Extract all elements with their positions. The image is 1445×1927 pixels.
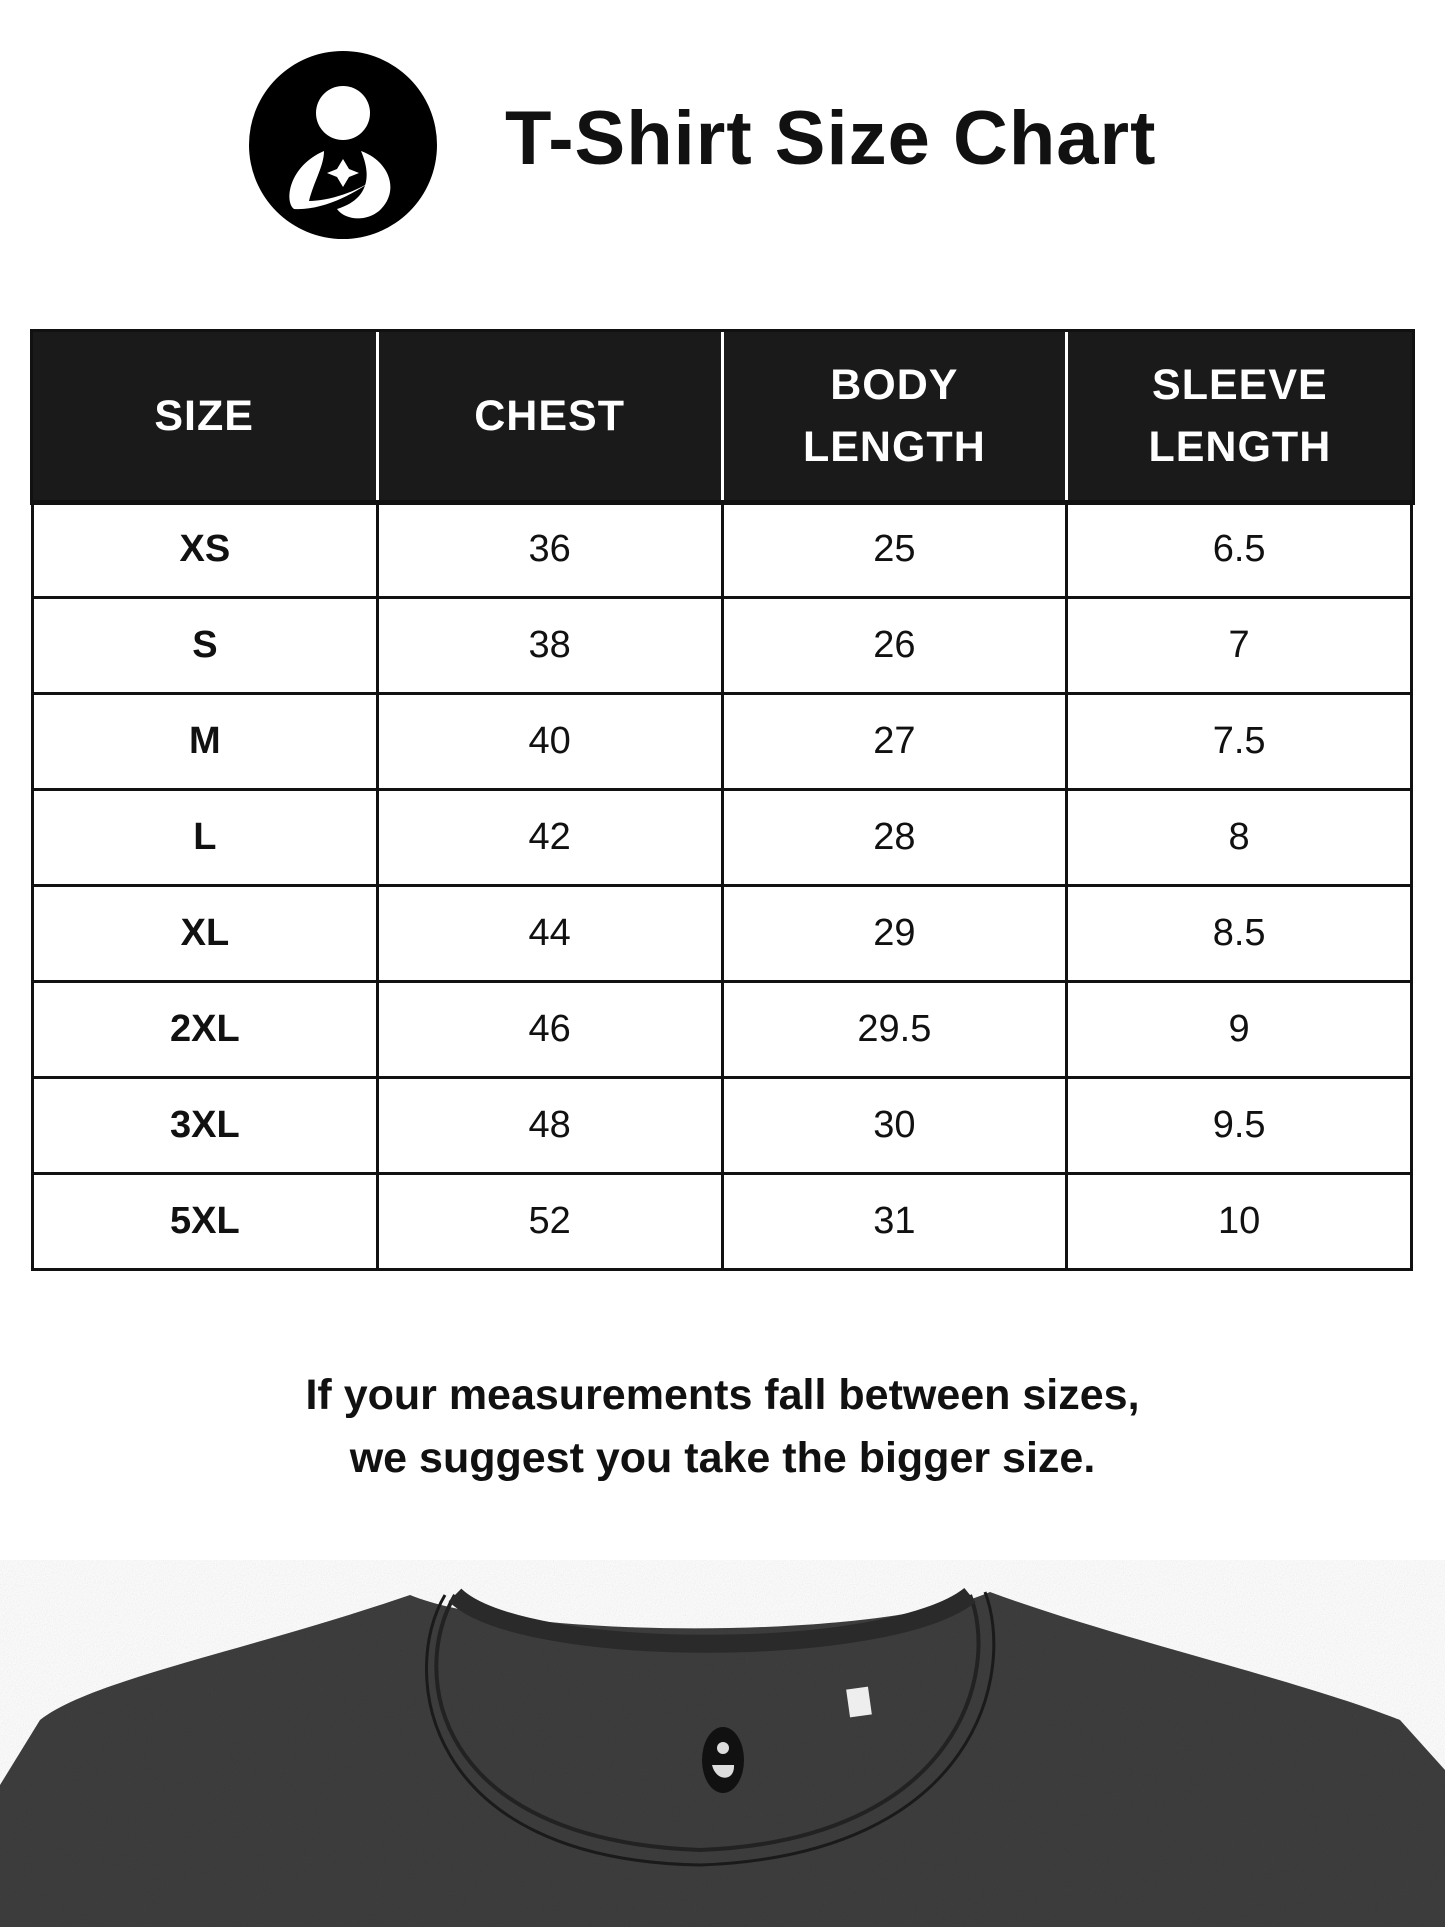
tshirt-photo bbox=[0, 1587, 1445, 1927]
page-title: T-Shirt Size Chart bbox=[505, 96, 1157, 181]
column-header-size: SIZE bbox=[32, 332, 379, 503]
cell-sleeve-length: 7.5 bbox=[1065, 692, 1413, 791]
cell-sleeve-length: 8.5 bbox=[1065, 884, 1413, 983]
cell-size: XL bbox=[31, 884, 379, 983]
column-header-sleeve-length: SLEEVE LENGTH bbox=[1066, 332, 1412, 503]
table-row: 5XL 52 31 10 bbox=[31, 1172, 1413, 1271]
cell-size: 5XL bbox=[31, 1172, 379, 1271]
table-row: M 40 27 7.5 bbox=[31, 692, 1413, 791]
cell-sleeve-length: 9 bbox=[1065, 980, 1413, 1079]
cell-chest: 40 bbox=[375, 692, 724, 791]
table-row: XL 44 29 8.5 bbox=[31, 884, 1413, 983]
table-row: 3XL 48 30 9.5 bbox=[31, 1076, 1413, 1175]
size-advice-line-1: If your measurements fall between sizes, bbox=[305, 1371, 1140, 1419]
cell-body-length: 28 bbox=[720, 788, 1069, 887]
cell-sleeve-length: 10 bbox=[1065, 1172, 1413, 1271]
table-row: XS 36 25 6.5 bbox=[31, 500, 1413, 599]
cell-size: 2XL bbox=[31, 980, 379, 1079]
cell-body-length: 30 bbox=[720, 1076, 1069, 1175]
table-row: 2XL 46 29.5 9 bbox=[31, 980, 1413, 1079]
table-row: S 38 26 7 bbox=[31, 596, 1413, 695]
cell-size: 3XL bbox=[31, 1076, 379, 1175]
cell-sleeve-length: 9.5 bbox=[1065, 1076, 1413, 1175]
cell-chest: 46 bbox=[375, 980, 724, 1079]
cell-chest: 36 bbox=[375, 500, 724, 599]
cell-chest: 42 bbox=[375, 788, 724, 887]
cell-chest: 44 bbox=[375, 884, 724, 983]
column-header-chest: CHEST bbox=[377, 332, 724, 503]
size-advice-line-2: we suggest you take the bigger size. bbox=[349, 1434, 1096, 1482]
cell-sleeve-length: 6.5 bbox=[1065, 500, 1413, 599]
table-row: L 42 28 8 bbox=[31, 788, 1413, 887]
cell-body-length: 29 bbox=[720, 884, 1069, 983]
logo-icon bbox=[249, 51, 437, 239]
cell-body-length: 29.5 bbox=[720, 980, 1069, 1079]
column-header-body-length: BODY LENGTH bbox=[722, 332, 1069, 503]
cell-body-length: 31 bbox=[720, 1172, 1069, 1271]
cell-chest: 52 bbox=[375, 1172, 724, 1271]
cell-body-length: 25 bbox=[720, 500, 1069, 599]
table-header-row: SIZE CHEST BODY LENGTH SLEEVE LENGTH bbox=[29, 329, 1415, 505]
cell-body-length: 27 bbox=[720, 692, 1069, 791]
size-chart-table: SIZE CHEST BODY LENGTH SLEEVE LENGTH XS 36 2… bbox=[29, 329, 1415, 1271]
cell-size: L bbox=[31, 788, 379, 887]
neck-label bbox=[846, 1686, 872, 1718]
cell-sleeve-length: 7 bbox=[1065, 596, 1413, 695]
cell-chest: 48 bbox=[375, 1076, 724, 1175]
neck-logo-icon bbox=[702, 1727, 744, 1793]
cell-body-length: 26 bbox=[720, 596, 1069, 695]
cell-size: M bbox=[31, 692, 379, 791]
cell-size: S bbox=[31, 596, 379, 695]
cell-sleeve-length: 8 bbox=[1065, 788, 1413, 887]
cell-size: XS bbox=[31, 500, 379, 599]
cell-chest: 38 bbox=[375, 596, 724, 695]
